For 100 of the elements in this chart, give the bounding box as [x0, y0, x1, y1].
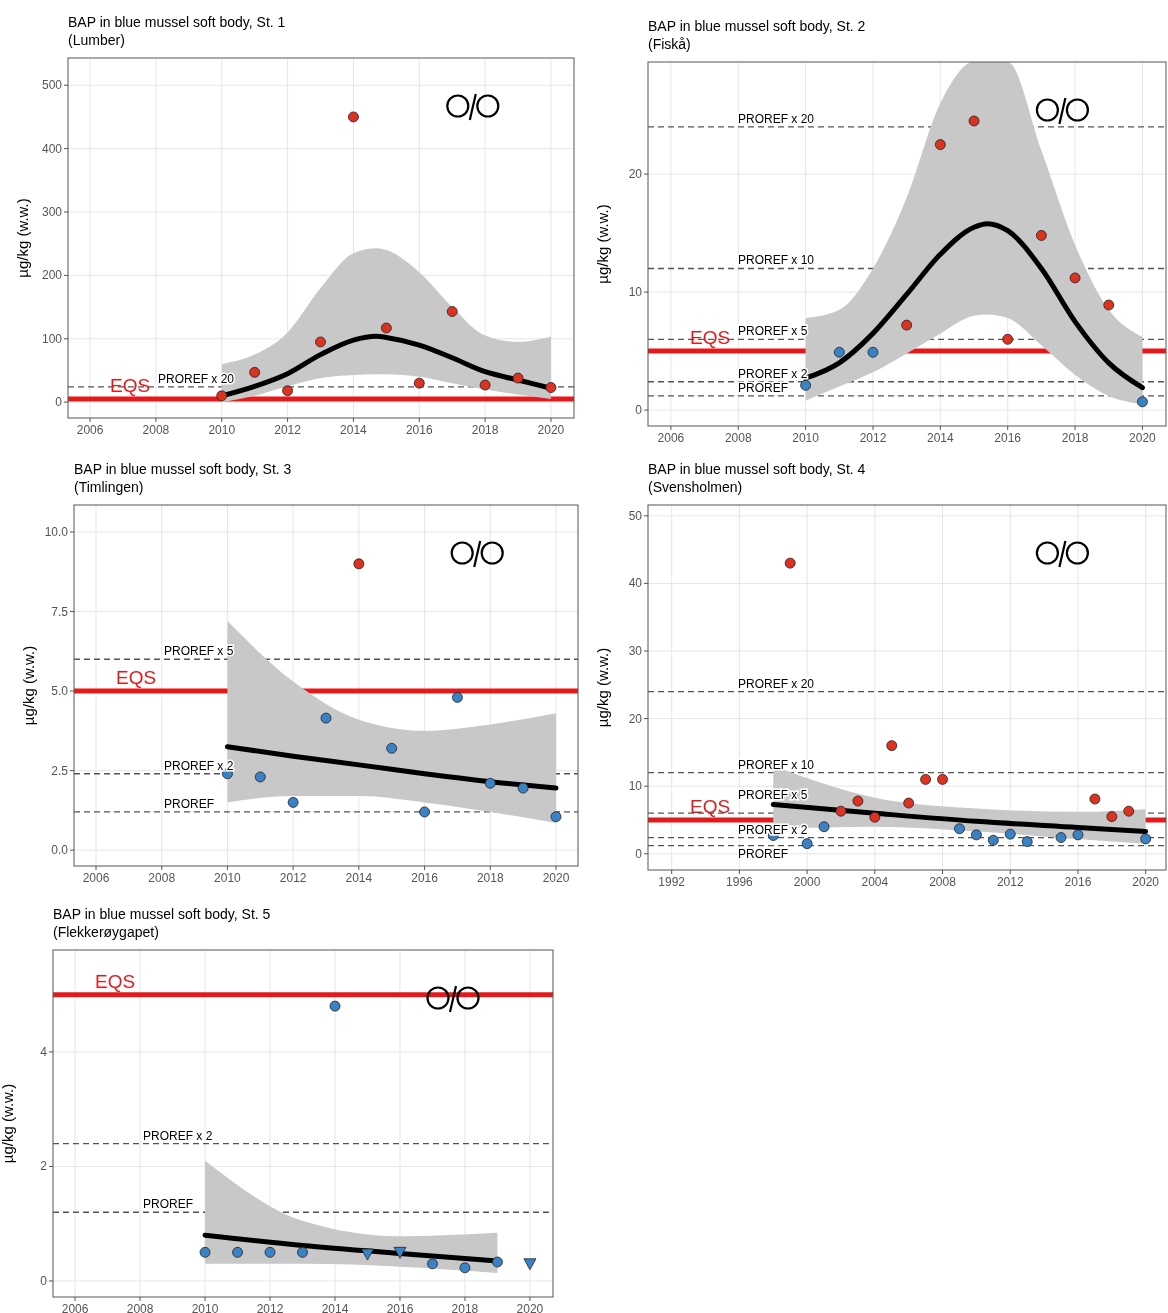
- ref-line-label: PROREF x 5: [164, 644, 234, 659]
- point: [512, 372, 524, 384]
- x-tick-label: 2010: [208, 423, 236, 437]
- chart-subtitle: (Lumber): [68, 32, 125, 48]
- x-tick-label: 2006: [61, 1302, 89, 1313]
- point: [254, 771, 266, 783]
- y-axis-title: µg/kg (w.w.): [20, 645, 37, 726]
- x-tick-label: 2014: [340, 423, 368, 437]
- chart-title: BAP in blue mussel soft body, St. 1: [68, 14, 286, 30]
- x-tick-label: 1992: [658, 875, 686, 889]
- x-tick-label: 2014: [321, 1302, 349, 1313]
- point: [517, 782, 529, 794]
- point: [1140, 833, 1152, 845]
- point: [869, 811, 881, 823]
- point: [492, 1256, 503, 1268]
- point: [1002, 333, 1014, 345]
- point: [1137, 396, 1148, 408]
- y-tick-label: 10.0: [44, 525, 69, 540]
- y-tick-label: 300: [41, 205, 63, 220]
- x-tick-label: 2018: [1061, 431, 1089, 445]
- ref-line-label: PROREF x 20: [738, 111, 815, 126]
- x-tick-label: 2012: [274, 423, 302, 437]
- point: [452, 692, 463, 703]
- point: [216, 390, 228, 402]
- chart-subtitle: (Flekkerøygapet): [53, 924, 159, 940]
- ref-line-label: EQS: [690, 795, 731, 817]
- point: [348, 111, 359, 123]
- y-tick-label: 20: [628, 167, 643, 182]
- point: [1123, 805, 1135, 817]
- point: [361, 1248, 374, 1261]
- point: [264, 1246, 276, 1258]
- y-tick-label: 0: [40, 1273, 48, 1288]
- x-tick-label: 2006: [76, 423, 104, 437]
- ref-line-label: PROREF: [143, 1197, 194, 1212]
- y-tick-label: 30: [628, 644, 643, 658]
- point: [523, 1258, 537, 1271]
- ref-line-label: PROREF x 5: [738, 324, 808, 339]
- point: [954, 823, 965, 835]
- ref-line-label: EQS: [95, 970, 136, 992]
- point: [459, 1262, 471, 1274]
- y-axis-title: µg/kg (w.w.): [594, 204, 611, 284]
- y-tick-label: 10: [628, 285, 643, 300]
- x-tick-label: 2018: [471, 423, 499, 437]
- point: [380, 322, 392, 334]
- point: [427, 1258, 438, 1270]
- point: [852, 795, 864, 807]
- y-tick-label: 4: [40, 1044, 48, 1059]
- point: [801, 838, 813, 850]
- point: [833, 346, 845, 358]
- x-tick-label: 2016: [1064, 875, 1092, 889]
- point: [968, 115, 980, 127]
- x-tick-label: 2012: [859, 431, 887, 445]
- y-axis-title: µg/kg (w.w.): [0, 1083, 16, 1164]
- x-tick-label: 2008: [724, 431, 752, 445]
- point: [550, 811, 562, 823]
- y-tick-label: 40: [628, 576, 643, 591]
- ref-line-label: EQS: [690, 327, 731, 349]
- point: [1072, 829, 1084, 841]
- point: [800, 379, 812, 391]
- x-tick-label: 2010: [792, 431, 820, 445]
- point: [199, 1246, 211, 1258]
- x-tick-label: 2008: [148, 871, 176, 885]
- y-tick-label: 100: [41, 331, 63, 346]
- x-tick-label: 2006: [82, 871, 110, 885]
- ref-line-label: PROREF x 10: [738, 757, 815, 772]
- x-tick-label: 2012: [996, 875, 1024, 889]
- x-tick-label: 2004: [861, 875, 889, 889]
- x-tick-label: 2016: [405, 423, 433, 437]
- y-tick-label: 0: [635, 846, 643, 861]
- x-tick-label: 2010: [191, 1302, 219, 1313]
- chart-subtitle: (Timlingen): [74, 479, 144, 495]
- point: [971, 829, 982, 841]
- x-tick-label: 2010: [214, 871, 242, 885]
- x-tick-label: 2008: [126, 1302, 154, 1313]
- y-tick-label: 0: [55, 395, 63, 410]
- point: [1103, 299, 1115, 311]
- point: [386, 742, 398, 754]
- x-tick-label: 2008: [929, 875, 957, 889]
- point: [287, 796, 299, 808]
- ref-line-label: PROREF x 2: [164, 758, 234, 773]
- point: [232, 1246, 243, 1258]
- point: [484, 777, 496, 789]
- point: [1004, 828, 1016, 840]
- ref-line-label: PROREF x 20: [738, 676, 815, 691]
- x-tick-label: 2006: [657, 431, 685, 445]
- x-tick-label: 2012: [279, 871, 307, 885]
- y-tick-label: 400: [41, 141, 63, 156]
- point: [784, 557, 796, 569]
- point: [297, 1246, 308, 1258]
- x-tick-label: 2018: [476, 871, 504, 885]
- x-tick-label: 2016: [386, 1302, 414, 1313]
- chart-title: BAP in blue mussel soft body, St. 3: [74, 461, 292, 477]
- ref-line-label: PROREF x 10: [738, 253, 815, 268]
- x-tick-label: 2012: [256, 1302, 284, 1313]
- point: [353, 558, 365, 570]
- y-tick-label: 7.5: [51, 604, 69, 619]
- ref-line-label: EQS: [110, 374, 151, 396]
- point: [1055, 832, 1067, 843]
- ref-line-label: PROREF x 20: [158, 371, 235, 386]
- chart-subtitle: (Svensholmen): [648, 479, 743, 495]
